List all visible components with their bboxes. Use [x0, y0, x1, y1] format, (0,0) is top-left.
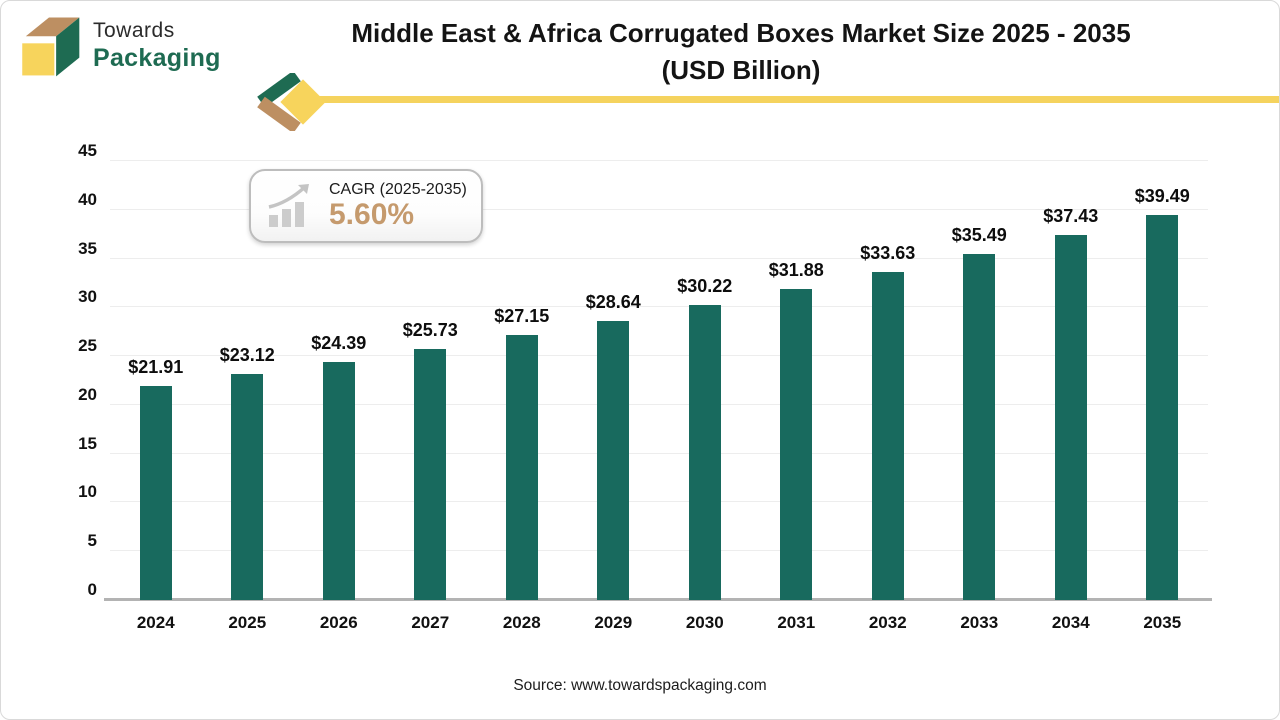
x-tick-label: 2035: [1143, 613, 1182, 632]
y-tick-label: 0: [87, 580, 97, 599]
bar-2031: [780, 289, 813, 600]
brand-name-bottom: Packaging: [93, 44, 221, 72]
source-text: Source: www.towardspackaging.com: [513, 677, 767, 694]
bar-slot: $23.12: [202, 161, 294, 600]
bar-2032: [871, 271, 904, 600]
x-tick-label: 2034: [1051, 613, 1090, 632]
cagr-label: CAGR (2025-2035): [329, 181, 467, 198]
cagr-value: 5.60%: [329, 198, 415, 231]
bar-2025: [231, 374, 264, 600]
bar-2024: [139, 386, 172, 600]
gridline: [110, 355, 1208, 357]
gridline: [110, 550, 1208, 552]
bar-slot: $35.49: [934, 161, 1026, 600]
packaging-box-logo-icon: [22, 17, 80, 77]
bar-value-label: $37.43: [1043, 205, 1099, 226]
gridline: [110, 452, 1208, 454]
bar-slot: $28.64: [568, 161, 660, 600]
bar-slot: $31.88: [751, 161, 843, 600]
bar-2027: [414, 349, 447, 600]
bars-row: $21.91 $23.12 $24.39 $25.73 $27.15 $28.64 $30.…: [110, 161, 1208, 600]
bar-value-label: $21.91: [128, 357, 184, 378]
bar-slot: $21.91: [110, 161, 202, 600]
bar-slot: $37.43: [1025, 161, 1117, 600]
bar-2028: [505, 335, 538, 600]
y-tick-label: 15: [78, 433, 97, 453]
growth-chart-icon: [268, 184, 309, 227]
brand-logo: Towards Packaging: [15, 13, 221, 79]
bar-slot: $30.22: [659, 161, 751, 600]
x-tick-label: 2024: [136, 613, 175, 632]
y-axis: 0 5 10 15 20 25 30 35 40 45: [41, 141, 97, 600]
y-tick-label: 25: [78, 336, 97, 356]
bar-2034: [1054, 234, 1087, 600]
plot-area: $21.91 $23.12 $24.39 $25.73 $27.15 $28.64 $30.…: [104, 160, 1212, 601]
cagr-text: CAGR (2025-2035) 5.60%: [329, 181, 467, 231]
y-tick-label: 20: [78, 384, 97, 404]
y-tick-label: 40: [78, 189, 97, 209]
bar-value-label: $30.22: [677, 276, 733, 297]
x-axis-baseline: [104, 598, 1212, 601]
title-divider-line: [313, 96, 1279, 103]
cagr-badge: CAGR (2025-2035) 5.60%: [249, 169, 483, 243]
bar-value-label: $33.63: [860, 242, 916, 263]
bar-slot: $27.15: [476, 161, 568, 600]
brand-name: Towards Packaging: [93, 19, 221, 73]
bar-value-label: $39.49: [1134, 185, 1190, 206]
x-tick-label: 2031: [777, 613, 816, 632]
chart-title-line1: Middle East & Africa Corrugated Boxes Ma…: [351, 18, 1131, 48]
bar-slot: $24.39: [293, 161, 385, 600]
gridline: [110, 501, 1208, 503]
y-tick-label: 30: [78, 287, 97, 307]
x-tick-label: 2026: [319, 613, 358, 632]
bar-2030: [688, 305, 721, 600]
bar-value-label: $28.64: [585, 291, 641, 312]
x-axis: 2024 2025 2026 2027 2028 2029 2030 2031 2032 2033…: [110, 613, 1208, 633]
bar-2026: [322, 362, 355, 600]
x-tick-label: 2032: [868, 613, 907, 632]
bar-value-label: $35.49: [951, 224, 1007, 245]
gridline: [110, 306, 1208, 308]
x-tick-label: 2028: [502, 613, 541, 632]
y-tick-label: 45: [78, 141, 97, 160]
bar-slot: $39.49: [1117, 161, 1209, 600]
gridline: [110, 403, 1208, 405]
bar-slot: $25.73: [385, 161, 477, 600]
x-tick-label: 2030: [685, 613, 724, 632]
x-tick-label: 2033: [960, 613, 999, 632]
x-tick-label: 2027: [411, 613, 450, 632]
chart-title: Middle East & Africa Corrugated Boxes Ma…: [257, 15, 1225, 89]
y-tick-label: 35: [78, 238, 97, 258]
x-tick-label: 2025: [228, 613, 267, 632]
bar-value-label: $24.39: [311, 333, 367, 354]
bar-2035: [1146, 214, 1179, 600]
y-tick-label: 5: [87, 531, 97, 551]
bar-2029: [597, 320, 630, 600]
divider-chevron-icon: [257, 73, 326, 131]
gridline: [110, 257, 1208, 259]
bar-value-label: $23.12: [219, 345, 275, 366]
y-tick-label: 10: [78, 482, 97, 502]
chart-title-line2: (USD Billion): [661, 55, 821, 85]
gridline: [110, 208, 1208, 210]
bar-value-label: $25.73: [402, 320, 458, 340]
bar-value-label: $31.88: [768, 260, 824, 280]
brand-name-top: Towards: [93, 19, 175, 42]
gridline: [110, 160, 1208, 161]
bar-slot: $33.63: [842, 161, 934, 600]
bar-2033: [963, 253, 996, 600]
bar-value-label: $27.15: [494, 306, 550, 327]
x-tick-label: 2029: [594, 613, 633, 632]
